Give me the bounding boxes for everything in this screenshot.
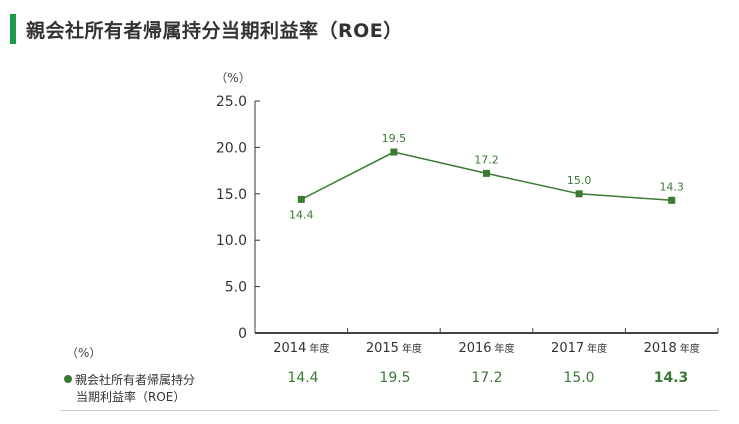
y-axis-unit-label: （%） bbox=[215, 71, 250, 85]
page-title: 親会社所有者帰属持分当期利益率（ROE） bbox=[26, 20, 403, 42]
row-label-line1: 親会社所有者帰属持分 bbox=[75, 373, 196, 387]
table-cell-2015: 19.5 bbox=[379, 370, 411, 386]
data-label-2016: 17.2 bbox=[474, 153, 499, 166]
y-tick-label-5: 25.0 bbox=[216, 94, 247, 110]
table-cell-2017: 15.0 bbox=[563, 370, 595, 386]
data-point-2018 bbox=[668, 196, 676, 204]
title-accent-bar bbox=[10, 14, 16, 44]
table-unit-label: （%） bbox=[66, 346, 102, 360]
table-cell-2014: 14.4 bbox=[287, 370, 319, 386]
x-tick-label-2018: 2018 年度 bbox=[644, 341, 700, 356]
x-tick-label-2015: 2015 年度 bbox=[366, 341, 422, 356]
data-point-2016 bbox=[483, 169, 490, 177]
x-tick-label-2016: 2016 年度 bbox=[458, 341, 514, 356]
table-cell-2018: 14.3 bbox=[653, 370, 689, 386]
y-tick-label-4: 20.0 bbox=[216, 140, 247, 156]
y-tick-label-3: 15.0 bbox=[216, 187, 247, 203]
table-cell-2016: 17.2 bbox=[471, 370, 503, 386]
data-label-2015: 19.5 bbox=[382, 132, 407, 145]
y-tick-label-1: 5.0 bbox=[225, 280, 247, 296]
y-tick-label-2: 10.0 bbox=[216, 233, 247, 249]
x-tick-label-2017: 2017 年度 bbox=[551, 341, 607, 356]
y-tick-label-0: 0 bbox=[238, 326, 247, 342]
data-label-2017: 15.0 bbox=[567, 174, 592, 187]
data-point-2015 bbox=[390, 148, 398, 156]
data-point-2014 bbox=[297, 195, 305, 203]
series-bullet-icon bbox=[64, 375, 72, 383]
table-row-label: 親会社所有者帰属持分 当期利益率（ROE） bbox=[64, 372, 195, 406]
x-tick-label-2014: 2014 年度 bbox=[273, 341, 329, 356]
data-label-2014: 14.4 bbox=[289, 208, 314, 221]
row-label-line2: 当期利益率（ROE） bbox=[76, 390, 186, 404]
data-label-2018: 14.3 bbox=[659, 180, 684, 193]
table-row-divider bbox=[60, 410, 718, 411]
data-point-2017 bbox=[575, 190, 583, 198]
